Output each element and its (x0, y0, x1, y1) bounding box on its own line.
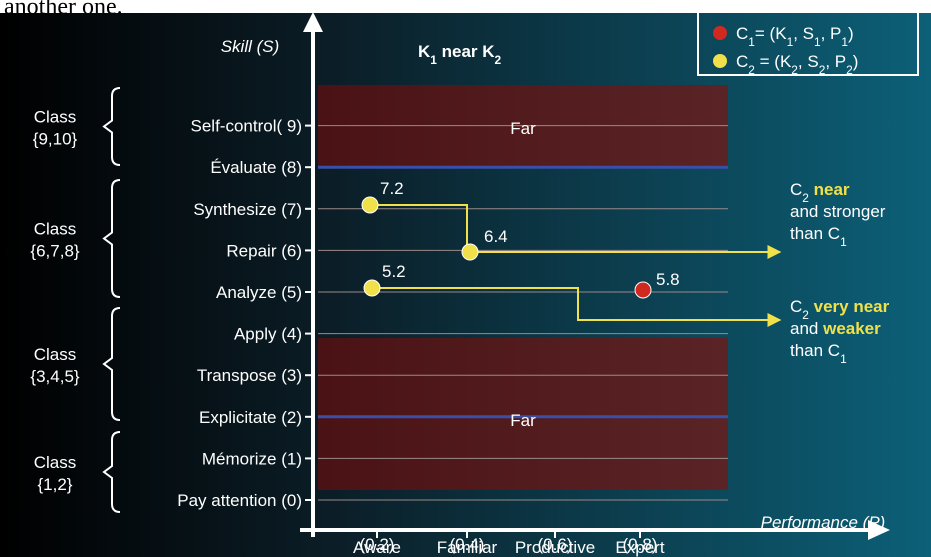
text-run: 2 (791, 63, 798, 77)
point-label: 5.8 (656, 270, 680, 289)
x-tick-label: (0.6) (538, 535, 573, 554)
text-run: 2 (748, 63, 755, 77)
class-set: {1,2} (38, 475, 73, 494)
text-run: very near (809, 297, 890, 316)
performance-name: Productive (515, 538, 595, 557)
text-run: 1 (814, 35, 821, 49)
text-run: = (K (755, 52, 792, 71)
text-run: K (418, 42, 431, 61)
point-label: 5.2 (382, 262, 406, 281)
performance-name: Aware (353, 538, 401, 557)
text-run: weaker (822, 319, 881, 338)
text-run: , P (821, 24, 842, 43)
class-set: {3,4,5} (30, 367, 79, 386)
legend-marker (713, 54, 727, 68)
text-run: 1 (840, 352, 847, 366)
legend-box (697, 11, 919, 76)
annotation: and stronger (790, 202, 886, 221)
far-label: Far (510, 411, 536, 430)
annotation: than C1 (790, 224, 847, 249)
performance-name: Familiar (437, 538, 498, 557)
skill-label: Mémorize (1) (202, 449, 302, 468)
skill-label: Analyze (5) (216, 283, 302, 302)
text-run: 2 (802, 308, 809, 322)
text-run: 2 (495, 53, 502, 67)
text-run: 2 (802, 191, 809, 205)
text-run: 1 (841, 35, 848, 49)
class-set: {6,7,8} (30, 242, 79, 261)
skill-label: Explicitate (2) (199, 408, 302, 427)
point (634, 281, 652, 299)
text-run: near K (437, 42, 495, 61)
text-run: C (790, 297, 802, 316)
text-run: 1 (787, 35, 794, 49)
text-run: C (736, 24, 748, 43)
text-run: = (K (755, 24, 787, 43)
text-run: C (790, 180, 802, 199)
text-run: , P (825, 52, 846, 71)
point-label: 6.4 (484, 227, 508, 246)
x-arrow (868, 520, 890, 540)
skill-label: Self-control( 9) (191, 117, 302, 136)
y-arrow (303, 12, 323, 32)
x-axis-label: Performance (P) (761, 513, 886, 532)
text-run: 2 (819, 63, 826, 77)
skill-label: Transpose (3) (197, 366, 302, 385)
legend-marker (713, 26, 727, 40)
text-run: 1 (840, 235, 847, 249)
class-label: Class (34, 220, 77, 239)
class-label: Class (34, 453, 77, 472)
class-bracket (102, 431, 121, 513)
skill-label: Évaluate (8) (210, 158, 302, 177)
skill-label: Apply (4) (234, 325, 302, 344)
point (461, 243, 479, 261)
class-label: Class (34, 345, 77, 364)
text-run: 1 (430, 53, 437, 67)
text-run: ) (848, 24, 854, 43)
text-run: and stronger (790, 202, 886, 221)
skill-label: Synthesize (7) (193, 200, 302, 219)
legend-entry: C1= (K1, S1, P1) (736, 24, 854, 49)
text-run: and (790, 319, 823, 338)
skill-label: Pay attention (0) (177, 491, 302, 510)
text-run: than C (790, 341, 840, 360)
point-label: 7.2 (380, 179, 404, 198)
legend-entry: C2 = (K2, S2, P2) (736, 52, 858, 77)
class-label: Class (34, 108, 77, 127)
class-set: {9,10} (33, 130, 78, 149)
class-bracket (102, 87, 121, 166)
x-tick-label: (0.4) (450, 535, 485, 554)
path-line (372, 287, 782, 327)
y-axis-label: Skill (S) (221, 37, 280, 56)
text-run: 2 (846, 63, 853, 77)
text-run: , S (798, 52, 819, 71)
annotation: than C1 (790, 341, 847, 366)
point (361, 196, 379, 214)
performance-name: Expert (615, 538, 664, 557)
title: K1 near K2 (418, 42, 502, 67)
text-run: than C (790, 224, 840, 243)
far-zone (318, 338, 728, 490)
text-run: , S (793, 24, 814, 43)
text-run: near (809, 180, 850, 199)
text-run: ) (853, 52, 859, 71)
annotation: C2 very near (790, 297, 890, 322)
diagram: Pay attention (0) Mémorize (1) Explicitate… (30, 11, 919, 557)
text-run: C (736, 52, 748, 71)
x-tick-label: (0.2) (360, 535, 395, 554)
annotation: and weaker (790, 319, 881, 338)
class-bracket (102, 307, 121, 421)
point (363, 279, 381, 297)
far-label: Far (510, 119, 536, 138)
x-tick-label: (0.8) (623, 535, 658, 554)
skill-label: Repair (6) (226, 241, 302, 260)
class-bracket (102, 179, 121, 298)
text-run: 1 (748, 35, 755, 49)
annotation: C2 near (790, 180, 850, 205)
path-line (370, 204, 782, 259)
